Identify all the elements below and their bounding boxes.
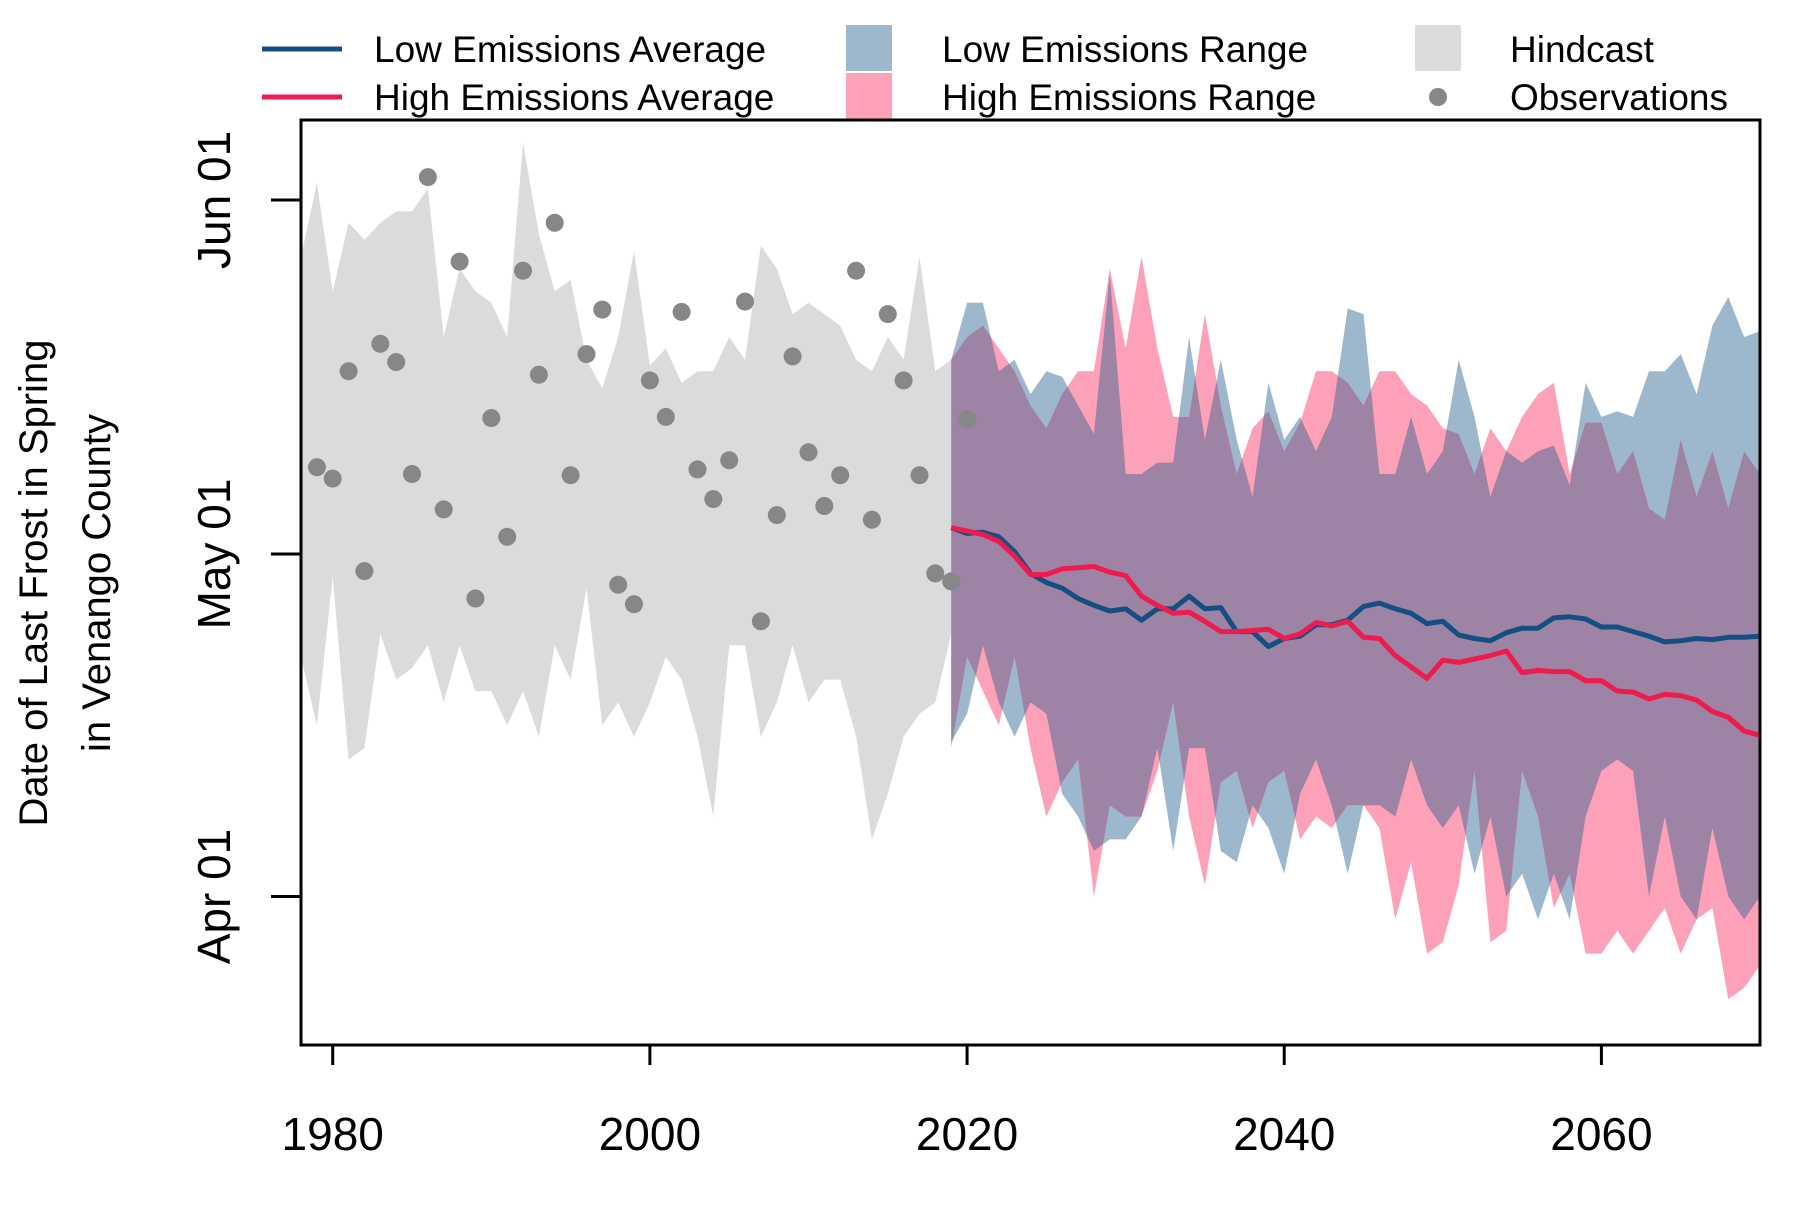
legend-label-hindcast: Hindcast: [1510, 29, 1655, 70]
y-axis-title-line-1: Date of Last Frost in Spring: [12, 340, 56, 827]
observation-point: [831, 466, 850, 485]
x-tick-label: 2020: [916, 1108, 1018, 1160]
observation-point: [466, 589, 485, 608]
observation-point: [640, 371, 659, 390]
observation-point: [355, 562, 374, 581]
observation-point: [545, 213, 564, 232]
x-tick-label: 2040: [1233, 1108, 1335, 1160]
observation-point: [387, 353, 406, 372]
observation-point: [561, 466, 580, 485]
legend-swatch-observations: [1429, 88, 1447, 106]
observation-point: [450, 252, 469, 271]
observation-point: [339, 362, 358, 381]
plot-area: [301, 142, 1760, 1000]
hindcast-band: [301, 142, 952, 840]
observation-point: [720, 451, 739, 470]
y-tick-label: Jun 01: [188, 131, 240, 269]
observation-point: [862, 510, 881, 529]
legend-swatch-high-range: [846, 73, 892, 119]
x-tick-label: 2000: [599, 1108, 701, 1160]
observation-point: [878, 305, 897, 324]
observation-point: [783, 347, 802, 366]
observation-point: [403, 465, 421, 483]
x-tick-label: 2060: [1550, 1108, 1652, 1160]
observation-point: [529, 365, 548, 384]
observation-point: [704, 490, 723, 509]
high-emissions-average-line: [950, 525, 1760, 738]
observation-point: [815, 497, 834, 515]
observation-point: [514, 261, 532, 280]
legend-label-observations: Observations: [1510, 77, 1728, 118]
observation-point: [894, 371, 913, 390]
observation-point: [751, 612, 770, 631]
plot-frame: [299, 118, 1762, 1047]
observation-point: [371, 334, 390, 353]
observation-point: [498, 527, 517, 546]
observation-point: [418, 168, 437, 187]
y-axis-title: Date of Last Frost in Spring in Venango …: [12, 340, 119, 827]
observation-point: [434, 500, 453, 519]
observation-point: [926, 564, 945, 583]
observation-point: [307, 458, 326, 477]
legend-swatch-low-range: [846, 25, 892, 71]
legend-label-high-avg: High Emissions Average: [374, 77, 774, 118]
legend-swatch-hindcast: [1415, 25, 1461, 71]
observation-point: [767, 506, 786, 525]
observation-point: [593, 300, 612, 319]
observation-point: [625, 595, 643, 614]
y-axis-title-line-2: in Venango County: [75, 414, 119, 752]
legend: Low Emissions Average High Emissions Ave…: [262, 25, 1728, 119]
observation-point: [672, 302, 691, 321]
observation-point: [799, 443, 818, 462]
observation-point: [482, 409, 501, 428]
observation-point: [736, 292, 754, 311]
legend-label-low-avg: Low Emissions Average: [374, 29, 766, 70]
y-tick-label: Apr 01: [188, 829, 240, 965]
observation-point: [958, 410, 977, 429]
observation-point: [609, 575, 628, 594]
observation-point: [910, 466, 929, 485]
observation-point: [688, 460, 707, 479]
range-overlap-band: [951, 274, 1760, 920]
low-emissions-average-line: [950, 525, 1760, 649]
x-tick-label: 1980: [282, 1108, 384, 1160]
x-axis: 1980 2000 2020 2040 2060: [282, 1045, 1653, 1160]
y-axis: Apr 01 May 01 Jun 01: [188, 131, 301, 964]
observation-point: [847, 261, 866, 280]
observation-point: [942, 572, 961, 591]
y-tick-label: May 01: [188, 479, 240, 630]
legend-label-high-range: High Emissions Range: [942, 77, 1316, 118]
observation-point: [323, 469, 342, 488]
legend-label-low-range: Low Emissions Range: [942, 29, 1308, 70]
observation-point: [577, 345, 596, 364]
observation-point: [656, 407, 675, 426]
